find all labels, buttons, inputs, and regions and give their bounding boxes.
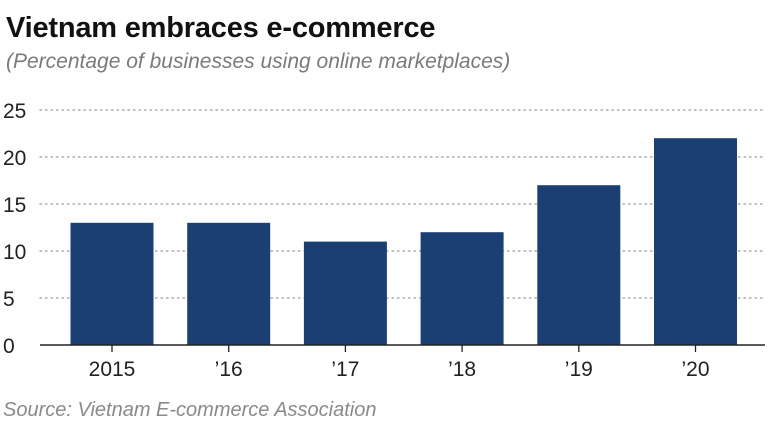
x-tick-label: ’18 (448, 358, 476, 381)
y-tick-label: 10 (3, 241, 26, 264)
bar (303, 241, 387, 345)
bar (654, 138, 737, 345)
x-tick-label: ’20 (681, 358, 709, 381)
y-tick-label: 0 (3, 335, 15, 358)
x-tick-label: ’19 (565, 358, 593, 381)
chart-subtitle: (Percentage of businesses using online m… (6, 50, 511, 73)
bar (187, 222, 271, 345)
chart-title: Vietnam embraces e-commerce (6, 12, 436, 44)
bar (70, 222, 154, 345)
x-tick-label: ’17 (331, 358, 359, 381)
y-tick-label: 15 (3, 194, 26, 217)
bar (537, 185, 621, 345)
y-tick-label: 20 (3, 147, 26, 170)
y-tick-label: 5 (3, 288, 15, 311)
source-note: Source: Vietnam E-commerce Association (3, 399, 377, 421)
bar (420, 232, 504, 345)
x-tick-label: 2015 (89, 358, 136, 381)
x-tick-label: ’16 (215, 358, 243, 381)
y-tick-label: 25 (3, 100, 26, 123)
